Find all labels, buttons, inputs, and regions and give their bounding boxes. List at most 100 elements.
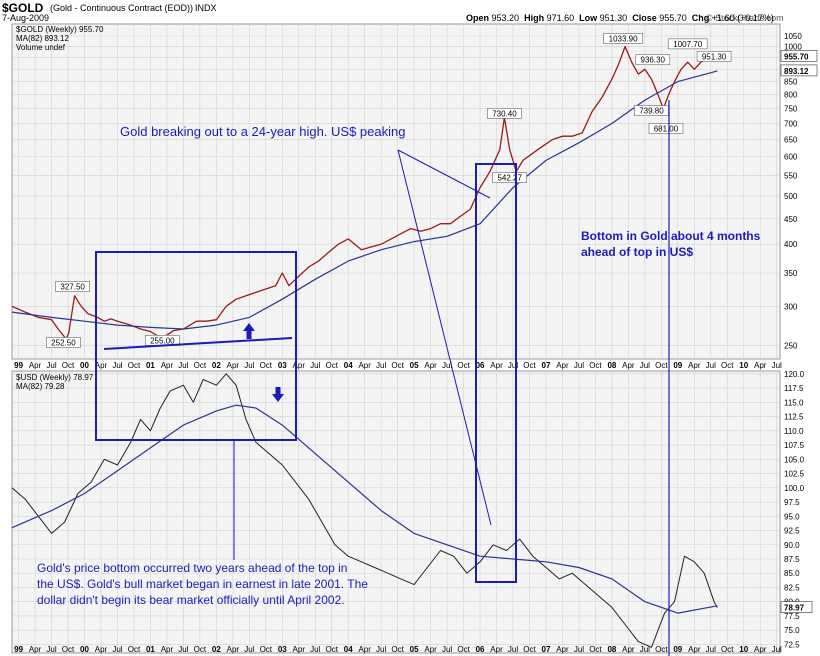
x-tick-label-bottom: Oct bbox=[457, 645, 470, 654]
usd-price-line bbox=[11, 373, 718, 648]
x-tick-label-bottom: 04 bbox=[344, 645, 353, 654]
annotation-bottom-line1: Bottom in Gold about 4 months bbox=[581, 229, 761, 243]
x-tick-label-top: Apr bbox=[293, 361, 306, 370]
x-tick-label-bottom: 00 bbox=[80, 645, 89, 654]
close-label: Close bbox=[632, 13, 657, 23]
x-tick-label-bottom: Apr bbox=[95, 645, 108, 654]
y-tick-label-top: 600 bbox=[784, 153, 798, 162]
x-tick-label-top: Apr bbox=[754, 361, 767, 370]
price-annotation: 255.00 bbox=[145, 335, 180, 346]
x-tick-label-top: Oct bbox=[194, 361, 207, 370]
price-annotation-box bbox=[492, 172, 528, 183]
x-tick-label-top: Oct bbox=[325, 361, 338, 370]
down-arrow-icon bbox=[272, 387, 284, 402]
x-tick-label-bottom: Apr bbox=[688, 645, 701, 654]
x-tick-label-bottom: Jul bbox=[706, 645, 716, 654]
y-tick-label-bottom: 90.0 bbox=[784, 541, 800, 550]
x-tick-label-bottom: Jul bbox=[640, 645, 650, 654]
x-tick-label-bottom: Apr bbox=[424, 645, 437, 654]
open-label: Open bbox=[466, 13, 490, 23]
y-tick-label-top: 300 bbox=[784, 302, 798, 311]
symbol-name: (Gold - Continuous Contract (EOD)) bbox=[50, 3, 194, 13]
x-tick-label-top: 09 bbox=[673, 361, 682, 370]
bottom-panel-bg bbox=[11, 370, 781, 654]
support-trendline bbox=[103, 337, 293, 350]
high-label: High bbox=[524, 13, 545, 23]
price-annotation: 739.80 bbox=[634, 105, 669, 116]
x-tick-label-bottom: 08 bbox=[607, 645, 616, 654]
x-tick-label-top: 00 bbox=[80, 361, 89, 370]
x-tick-label-bottom: Apr bbox=[227, 645, 240, 654]
x-tick-label-bottom: Oct bbox=[589, 645, 602, 654]
x-tick-label-bottom: 10 bbox=[739, 645, 748, 654]
x-tick-label-bottom: Jul bbox=[46, 645, 56, 654]
y-tick-label-top: 450 bbox=[784, 215, 798, 224]
x-tick-label-top: Apr bbox=[358, 361, 371, 370]
x-tick-label-top: 05 bbox=[410, 361, 419, 370]
x-tick-label-top: 07 bbox=[542, 361, 551, 370]
price-annotation: 252.50 bbox=[46, 337, 81, 348]
price-annotation: 951.30 bbox=[696, 50, 732, 62]
price-annotation-label: 951.30 bbox=[702, 52, 727, 61]
x-tick-label-bottom: 07 bbox=[542, 645, 551, 654]
x-tick-label-top: Jul bbox=[640, 361, 650, 370]
exchange-label: INDX bbox=[195, 3, 217, 13]
price-annotation-box bbox=[696, 50, 732, 62]
y-tick-label-bottom: 102.5 bbox=[784, 470, 805, 479]
x-tick-label-bottom: Apr bbox=[161, 645, 174, 654]
x-tick-label-bottom: Oct bbox=[62, 645, 75, 654]
box-2006-breakout bbox=[475, 163, 517, 583]
y-tick-label-bottom: 110.0 bbox=[784, 427, 804, 436]
price-annotation-label: 681.00 bbox=[654, 124, 679, 133]
x-tick-label-top: 01 bbox=[146, 361, 155, 370]
x-tick-label-bottom: 06 bbox=[476, 645, 485, 654]
x-tick-label-top: Jul bbox=[706, 361, 716, 370]
price-annotation-label: 739.80 bbox=[639, 107, 664, 116]
y-tick-label-top: 800 bbox=[784, 91, 798, 100]
y-tick-label-bottom: 95.0 bbox=[784, 512, 800, 521]
x-tick-label-top: Apr bbox=[556, 361, 569, 370]
y-tick-label-bottom: 75.0 bbox=[784, 626, 800, 635]
x-tick-label-bottom: Oct bbox=[325, 645, 338, 654]
price-annotation: 730.40 bbox=[487, 108, 522, 119]
x-tick-label-top: Jul bbox=[574, 361, 584, 370]
x-tick-label-top: Oct bbox=[721, 361, 734, 370]
x-tick-label-bottom: Apr bbox=[622, 645, 635, 654]
x-tick-label-bottom: 02 bbox=[212, 645, 221, 654]
x-tick-label-top: Jul bbox=[46, 361, 56, 370]
callout-line-1 bbox=[397, 149, 491, 199]
grid-lines bbox=[12, 24, 780, 653]
y-tick-label-top: 750 bbox=[784, 105, 798, 114]
legend-usd-ma: MA(82) 79.28 bbox=[16, 382, 65, 391]
y-tick-label-bottom: 112.5 bbox=[784, 413, 804, 422]
y-tick-label-top: 250 bbox=[784, 342, 798, 351]
x-tick-label-top: Apr bbox=[622, 361, 635, 370]
y-tick-label-bottom: 120.0 bbox=[784, 370, 805, 379]
x-tick-label-top: Apr bbox=[424, 361, 437, 370]
x-tick-label-bottom: Jul bbox=[376, 645, 386, 654]
x-tick-label-top: Jul bbox=[178, 361, 188, 370]
annotation-gold-breakout: Gold breaking out to a 24-year high. US$… bbox=[120, 124, 405, 139]
y-tick-label-bottom: 82.5 bbox=[784, 583, 800, 592]
x-tick-label-top: Apr bbox=[490, 361, 503, 370]
y-tick-label-bottom: 115.0 bbox=[784, 398, 804, 407]
x-tick-label-bottom: Jul bbox=[178, 645, 188, 654]
price-annotation-label: 1007.70 bbox=[673, 40, 702, 49]
x-tick-label-bottom: Jul bbox=[772, 645, 782, 654]
x-tick-label-top: Jul bbox=[772, 361, 782, 370]
x-tick-label-bottom: Jul bbox=[574, 645, 584, 654]
price-annotation-box bbox=[648, 123, 684, 134]
bottom-last-value-label-box bbox=[780, 601, 813, 613]
x-tick-label-bottom: 01 bbox=[146, 645, 155, 654]
x-tick-label-top: 99 bbox=[14, 361, 23, 370]
price-annotation: 1033.90 bbox=[603, 33, 643, 44]
x-tick-label-top: Oct bbox=[523, 361, 536, 370]
x-tick-label-top: Apr bbox=[688, 361, 701, 370]
x-tick-label-bottom: Oct bbox=[655, 645, 668, 654]
watermark: © StockCharts.com bbox=[706, 13, 784, 23]
y-tick-label-bottom: 105.0 bbox=[784, 455, 805, 464]
x-tick-label-top: Jul bbox=[376, 361, 386, 370]
y-tick-label-top: 400 bbox=[784, 240, 798, 249]
price-annotation-label: 936.30 bbox=[641, 56, 666, 65]
